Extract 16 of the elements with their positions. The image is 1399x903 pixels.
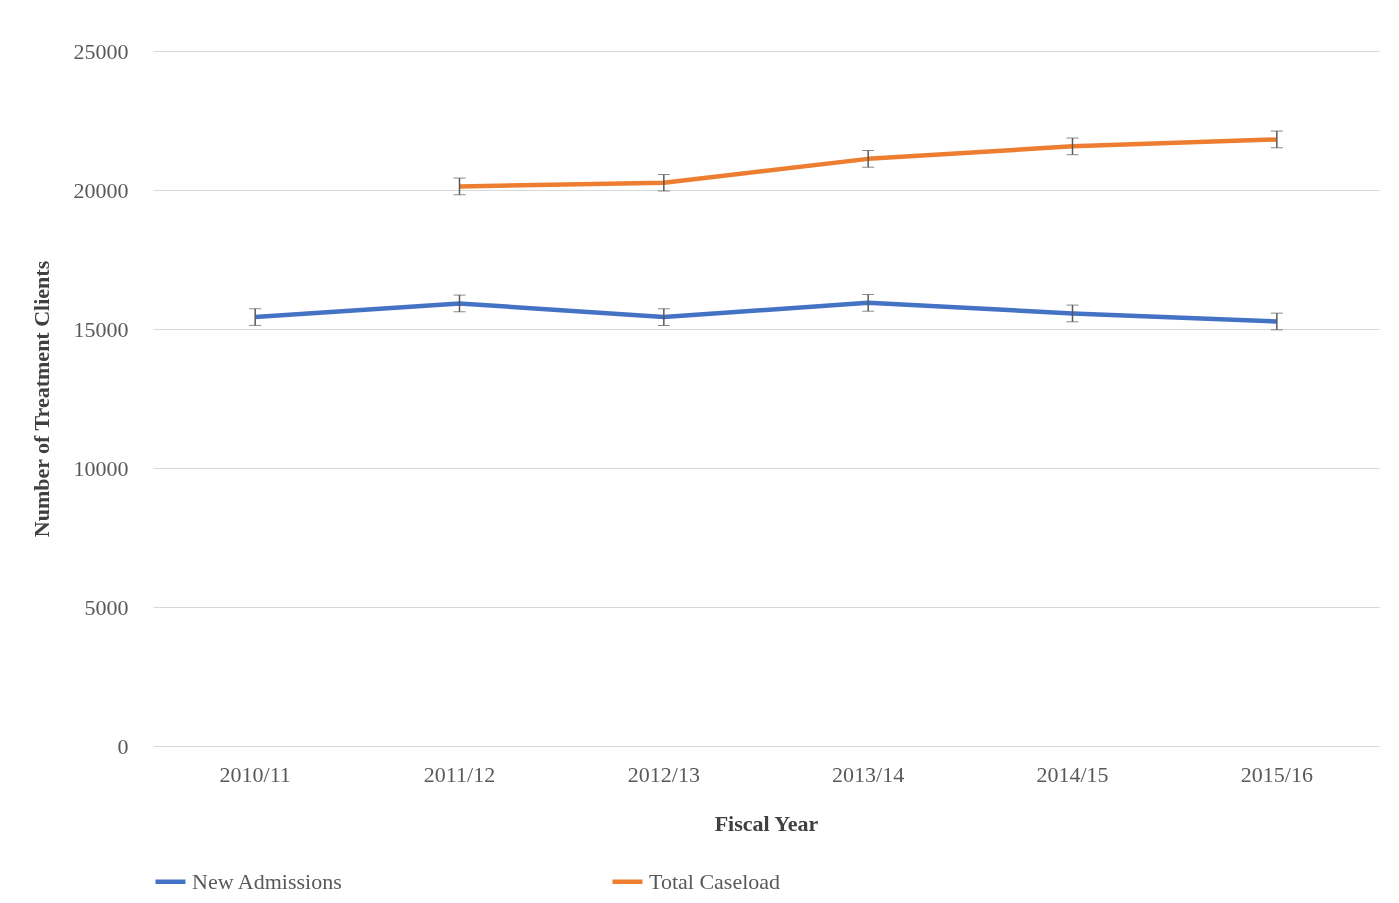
legend-label: Total Caseload [649, 868, 781, 894]
y-tick-label: 15000 [73, 316, 129, 342]
legend-label: New Admissions [192, 868, 342, 894]
x-tick-label: 2012/13 [627, 761, 700, 787]
y-tick-label: 0 [117, 733, 129, 759]
y-axis-title: Number of Treatment Clients [28, 260, 54, 538]
x-tick-label: 2015/16 [1240, 761, 1313, 787]
y-tick-label: 10000 [73, 455, 129, 481]
x-tick-label: 2010/11 [219, 761, 291, 787]
x-axis-title: Fiscal Year [714, 810, 819, 836]
x-tick-label: 2013/14 [832, 761, 905, 787]
y-tick-label: 20000 [73, 177, 129, 203]
x-tick-label: 2014/15 [1036, 761, 1109, 787]
y-tick-label: 5000 [84, 594, 129, 620]
y-tick-label: 25000 [73, 38, 129, 64]
x-tick-label: 2011/12 [423, 761, 496, 787]
